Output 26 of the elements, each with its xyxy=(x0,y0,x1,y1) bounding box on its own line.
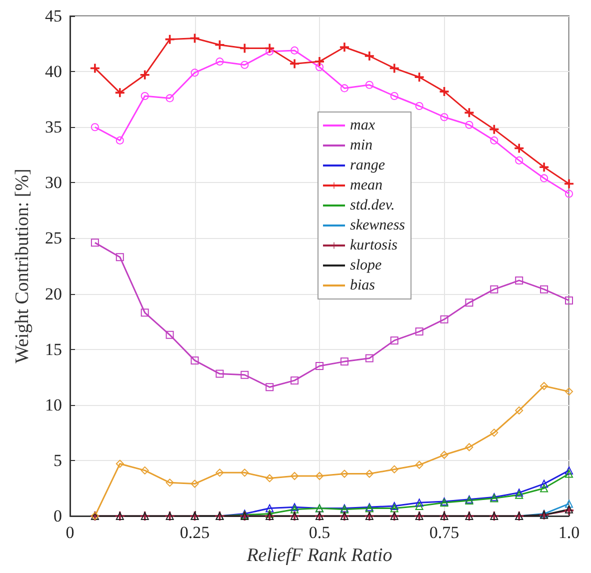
y-tick-label: 30 xyxy=(45,173,62,192)
x-tick-label: 0.25 xyxy=(180,523,210,542)
x-tick-label: 1.0 xyxy=(558,523,580,542)
y-tick-label: 40 xyxy=(45,62,62,82)
y-tick-label: 0 xyxy=(54,506,62,526)
legend-label: skewness xyxy=(350,218,406,234)
legend-label: max xyxy=(350,118,376,134)
y-tick-label: 35 xyxy=(45,118,62,137)
x-tick-label: 0.75 xyxy=(429,523,460,542)
y-tick-label: 25 xyxy=(45,228,62,248)
y-tick-label: 5 xyxy=(54,450,62,470)
legend-label: range xyxy=(350,158,386,174)
legend-label: min xyxy=(350,138,372,154)
legend-label: mean xyxy=(350,178,382,194)
legend-label: kurtosis xyxy=(350,238,398,254)
y-tick-label: 45 xyxy=(45,6,62,26)
x-tick-label: 0 xyxy=(66,523,74,542)
y-tick-label: 10 xyxy=(45,395,62,414)
y-tick-label: 15 xyxy=(45,340,62,359)
x-tick-label: 0.5 xyxy=(308,523,330,542)
legend-label: std.dev. xyxy=(350,198,395,214)
y-axis-title: Weight Contribution: [%] xyxy=(12,168,33,364)
legend-label: slope xyxy=(350,258,382,274)
legend-label: bias xyxy=(350,278,376,294)
y-tick-label: 20 xyxy=(45,284,62,304)
x-axis-title: ReliefF Rank Ratio xyxy=(246,545,392,566)
